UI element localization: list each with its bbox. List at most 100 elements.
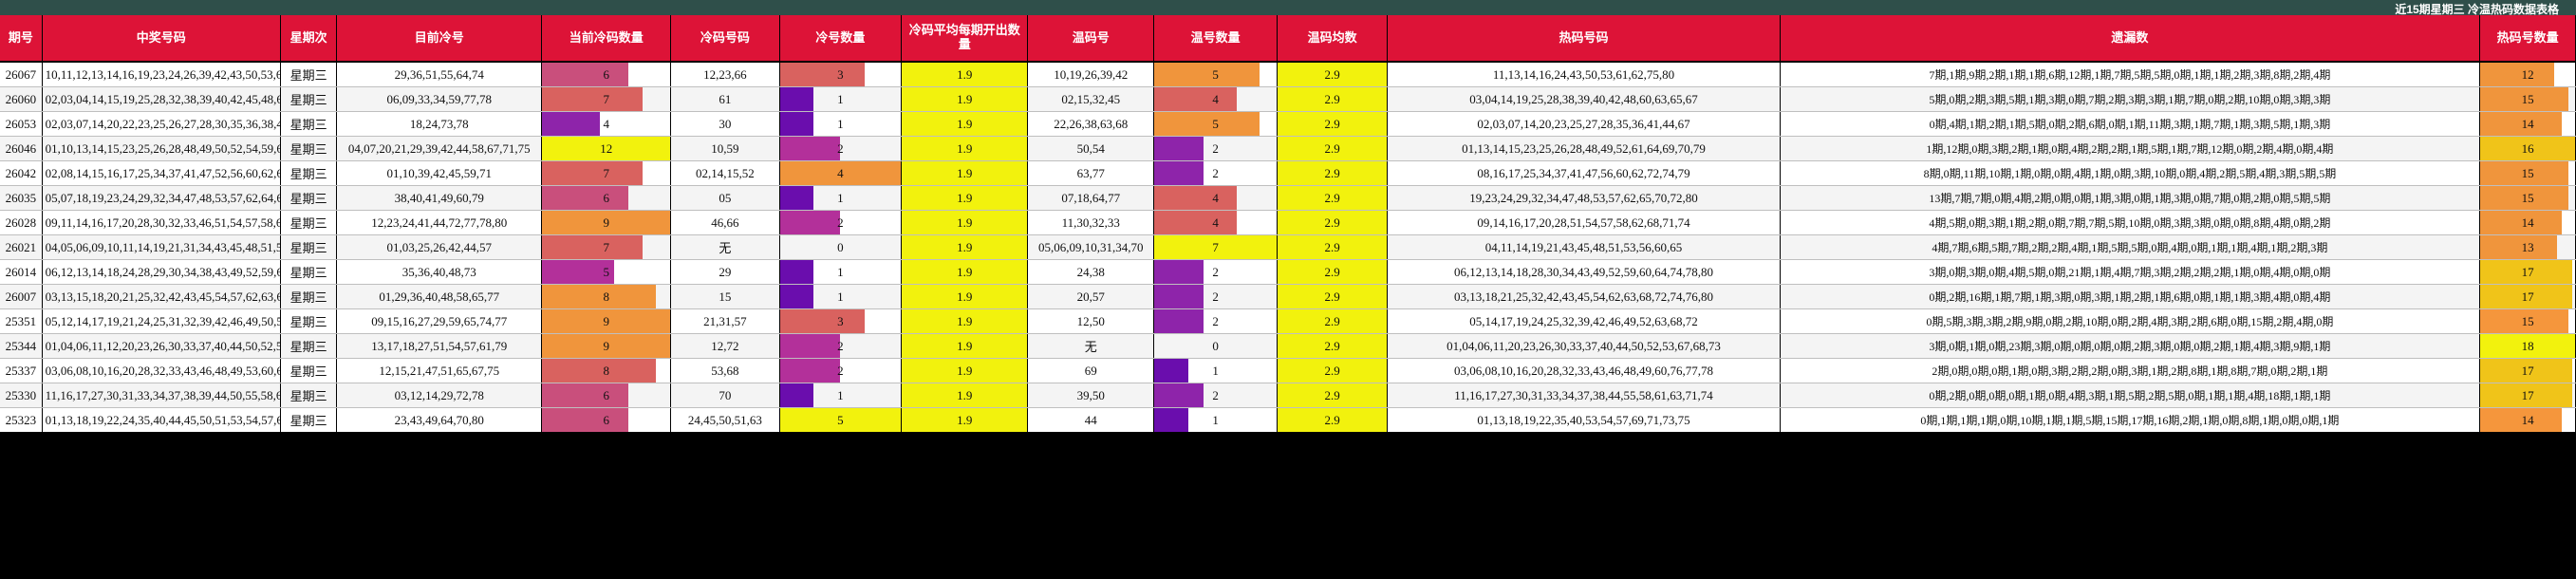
cell-cold-avg-per-period: 1.9: [901, 136, 1029, 161]
column-header-qihao[interactable]: 期号: [0, 15, 43, 63]
column-header-cold-number-count[interactable]: 冷号数量: [779, 15, 903, 63]
cell-cold-code-numbers: 12,72: [670, 333, 780, 359]
cell-warm-avg: 2.9: [1277, 62, 1389, 87]
cell-hot-code-numbers: 01,13,14,15,23,25,26,28,48,49,52,61,64,6…: [1387, 136, 1781, 161]
cell-value: 1.9: [957, 387, 973, 402]
data-bar: [779, 359, 841, 383]
cell-warm-number-count: 4: [1153, 210, 1279, 235]
cell-warm-number-count: 2: [1153, 383, 1279, 408]
cell-warm-avg: 2.9: [1277, 383, 1389, 408]
cell-cold-number-count: 0: [779, 234, 903, 260]
cell-hot-code-numbers: 05,14,17,19,24,25,32,39,42,46,49,52,63,6…: [1387, 308, 1781, 334]
cell-winning-numbers: 09,11,14,16,17,20,28,30,32,33,46,51,54,5…: [42, 210, 281, 235]
cell-winning-numbers: 01,13,18,19,22,24,35,40,44,45,50,51,53,5…: [42, 407, 281, 434]
cell-qihao: 25351: [0, 308, 43, 334]
column-header-current-cold-numbers[interactable]: 目前冷号: [336, 15, 543, 63]
cell-value: 2.9: [1324, 215, 1340, 230]
cell-cold-number-count: 1: [779, 284, 903, 309]
cell-cold-number-count: 5: [779, 407, 903, 434]
cell-value: 1.9: [957, 91, 973, 106]
table-row: 26028 09,11,14,16,17,20,28,30,32,33,46,51…: [0, 210, 2576, 235]
cell-value: 5: [1212, 116, 1219, 131]
column-header-hot-code-numbers[interactable]: 热码号码: [1387, 15, 1781, 63]
highlight-fill: [1278, 235, 1387, 259]
cell-value: 2: [1212, 313, 1219, 328]
data-bar: [779, 112, 814, 136]
data-bar: [779, 260, 814, 284]
column-header-cold-code-numbers[interactable]: 冷码号码: [670, 15, 780, 63]
cell-cold-code-numbers: 29: [670, 259, 780, 285]
cell-value: 1.9: [957, 116, 973, 131]
cell-value: 2: [1212, 140, 1219, 156]
cell-warm-code: 02,15,32,45: [1027, 86, 1155, 112]
highlight-fill: [1278, 87, 1387, 111]
column-header-current-cold-count[interactable]: 当前冷码数量: [541, 15, 672, 63]
cell-cold-code-numbers: 21,31,57: [670, 308, 780, 334]
highlight-fill: [902, 260, 1027, 284]
cell-value: 1.9: [957, 140, 973, 156]
highlight-fill: [1278, 359, 1387, 383]
cell-warm-avg: 2.9: [1277, 210, 1389, 235]
cell-qihao: 26028: [0, 210, 43, 235]
cell-weekday: 星期三: [280, 160, 338, 186]
cell-hot-number-count: 14: [2479, 111, 2576, 137]
cell-weekday: 星期三: [280, 358, 338, 383]
cell-warm-number-count: 1: [1153, 358, 1279, 383]
cell-warm-number-count: 7: [1153, 234, 1279, 260]
cell-hot-number-count: 13: [2479, 234, 2576, 260]
data-bar: [2480, 63, 2555, 86]
cell-value: 1: [837, 289, 844, 304]
data-bar: [1154, 285, 1204, 308]
cell-value: 9: [603, 338, 610, 353]
column-header-winning-numbers[interactable]: 中奖号码: [42, 15, 281, 63]
column-header-weekday[interactable]: 星期次: [280, 15, 338, 63]
highlight-fill: [1278, 383, 1387, 407]
cell-value: 5: [837, 412, 844, 427]
cell-value: 6: [603, 387, 610, 402]
cell-warm-code: 05,06,09,10,31,34,70: [1027, 234, 1155, 260]
cell-value: 4: [1212, 215, 1219, 230]
cell-hot-number-count: 15: [2479, 308, 2576, 334]
column-header-warm-avg[interactable]: 温码均数: [1277, 15, 1389, 63]
cell-warm-avg: 2.9: [1277, 185, 1389, 211]
table-row: 26042 02,08,14,15,16,17,25,34,37,41,47,52…: [0, 160, 2576, 186]
cell-weekday: 星期三: [280, 383, 338, 408]
column-header-cold-avg-per-period[interactable]: 冷码平均每期开出数量: [901, 15, 1029, 63]
cell-winning-numbers: 01,04,06,11,12,20,23,26,30,33,37,40,44,5…: [42, 333, 281, 359]
data-bar: [1154, 137, 1204, 160]
cell-value: 5: [1212, 66, 1219, 82]
column-header-hot-number-count[interactable]: 热码号数量: [2479, 15, 2576, 63]
cell-qihao: 25337: [0, 358, 43, 383]
highlight-fill: [902, 87, 1027, 111]
data-bar: [2480, 235, 2558, 259]
data-bar: [2480, 285, 2572, 308]
cell-warm-number-count: 0: [1153, 333, 1279, 359]
cell-warm-number-count: 2: [1153, 160, 1279, 186]
cell-warm-avg: 2.9: [1277, 111, 1389, 137]
column-header-warm-number-count[interactable]: 温号数量: [1153, 15, 1279, 63]
cell-qihao: 26067: [0, 62, 43, 87]
cell-current-cold-count: 8: [541, 284, 672, 309]
data-bar: [542, 235, 643, 259]
cell-value: 2: [1212, 289, 1219, 304]
cell-current-cold-numbers: 23,43,49,64,70,80: [336, 407, 543, 434]
cell-value: 1.9: [957, 412, 973, 427]
data-bar: [2480, 186, 2568, 210]
cell-warm-avg: 2.9: [1277, 259, 1389, 285]
data-bar: [1154, 112, 1260, 136]
cell-value: 7: [1212, 239, 1219, 254]
column-header-missing-count[interactable]: 遗漏数: [1780, 15, 2481, 63]
cell-weekday: 星期三: [280, 259, 338, 285]
cell-winning-numbers: 02,03,07,14,20,22,23,25,26,27,28,30,35,3…: [42, 111, 281, 137]
cell-warm-avg: 2.9: [1277, 234, 1389, 260]
cell-hot-number-count: 17: [2479, 284, 2576, 309]
cell-winning-numbers: 03,13,15,18,20,21,25,32,42,43,45,54,57,6…: [42, 284, 281, 309]
cell-current-cold-numbers: 09,15,16,27,29,59,65,74,77: [336, 308, 543, 334]
cell-winning-numbers: 04,05,06,09,10,11,14,19,21,31,34,43,45,4…: [42, 234, 281, 260]
cell-warm-avg: 2.9: [1277, 308, 1389, 334]
cell-hot-code-numbers: 03,04,14,19,25,28,38,39,40,42,48,60,63,6…: [1387, 86, 1781, 112]
cell-current-cold-count: 9: [541, 308, 672, 334]
cell-cold-code-numbers: 12,23,66: [670, 62, 780, 87]
cell-cold-number-count: 2: [779, 136, 903, 161]
column-header-warm-code[interactable]: 温码号: [1027, 15, 1155, 63]
